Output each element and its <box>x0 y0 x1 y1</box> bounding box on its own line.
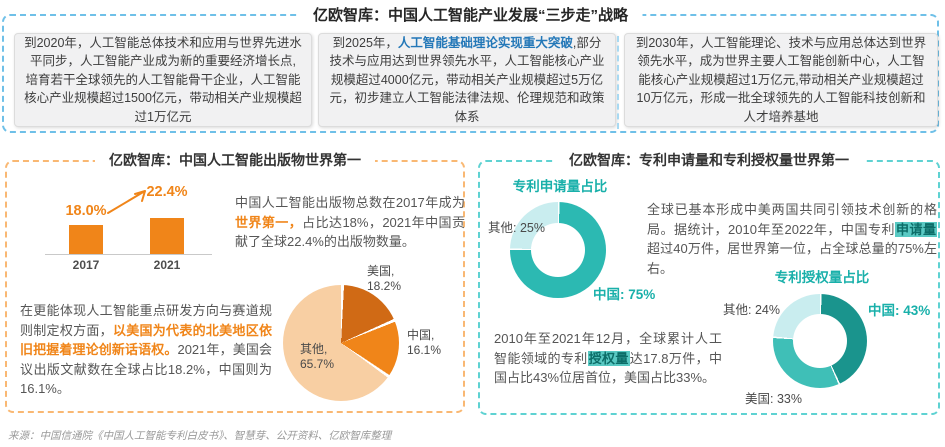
donut-hole <box>793 314 847 368</box>
pie-label-usa: 美国, 18.2% <box>367 264 402 293</box>
donut-hole <box>531 223 585 277</box>
main-title: 亿欧智库：中国人工智能产业发展“三步走”战略 <box>298 4 643 25</box>
grant-label-china: 中国: 43% <box>868 303 931 318</box>
strategy-2025-card: 到2025年，人工智能基础理论实现重大突破,部分技术与应用达到世界领先水平，人工… <box>318 33 616 127</box>
strategy-2030-text: 到2030年，人工智能理论、技术与应用总体达到世界领先水平，成为世界主要人工智能… <box>635 35 927 124</box>
patent-application-donut-title: 专利申请量占比 <box>512 179 608 194</box>
three-step-strategy-panel: 亿欧智库：中国人工智能产业发展“三步走”战略 到2020年，人工智能总体技术和应… <box>2 4 939 133</box>
strategy-2025-text: 到2025年，人工智能基础理论实现重大突破,部分技术与应用达到世界领先水平，人工… <box>329 35 605 124</box>
application-label-china: 中国: 75% <box>593 287 656 302</box>
strategy-2020-text: 到2020年，人工智能总体技术和应用与世界先进水平同步，人工智能产业成为新的重要… <box>24 35 302 124</box>
grant-label-other: 其他: 24% <box>723 303 780 317</box>
bar-2021 <box>150 218 184 254</box>
publications-panel-title: 亿欧智库：中国人工智能出版物世界第一 <box>95 150 375 170</box>
publications-panel: 亿欧智库：中国人工智能出版物世界第一 18.0% 22.4% 2017 2021… <box>5 150 465 413</box>
strategy-2030-card: 到2030年，人工智能理论、技术与应用总体达到世界领先水平，成为世界主要人工智能… <box>624 33 938 127</box>
patent-grant-donut <box>773 294 867 388</box>
patent-application-donut <box>510 202 606 298</box>
bar-2017 <box>69 225 103 254</box>
bar-value-2017: 18.0% <box>65 203 107 219</box>
publications-pie-chart <box>283 285 399 401</box>
source-note: 来源：中国信通院《中国人工智能专利白皮书》、智慧芽、公开资料、亿欧智库整理 <box>8 430 392 442</box>
dashed-divider <box>617 36 619 129</box>
patents-panel-title: 亿欧智库：专利申请量和专利授权量世界第一 <box>555 150 863 170</box>
bar-value-2021: 22.4% <box>146 184 188 200</box>
patents-paragraph-2: 2010年至2021年12月，全球累计人工智能领域的专利授权量达17.8万件，中… <box>494 331 722 385</box>
publications-paragraph-2: 在更能体现人工智能重点研发方向与赛道规则制定权方面，以美国为代表的北美地区依旧把… <box>20 303 272 396</box>
patents-paragraph-1: 全球已基本形成中美两国共同引领技术创新的格局。据统计，2010年至2022年，中… <box>647 202 937 276</box>
patent-grant-donut-title: 专利授权量占比 <box>774 270 870 285</box>
pie-label-other: 其他, 65.7% <box>300 342 335 371</box>
grant-label-usa: 美国: 33% <box>745 392 802 406</box>
growth-arrow-icon <box>107 190 146 214</box>
patents-panel: 亿欧智库：专利申请量和专利授权量世界第一 专利申请量占比 其他: 25% 中国:… <box>478 150 940 415</box>
strategy-2020-card: 到2020年，人工智能总体技术和应用与世界先进水平同步，人工智能产业成为新的重要… <box>14 33 312 127</box>
application-label-other: 其他: 25% <box>488 221 545 235</box>
publications-paragraph-1: 中国人工智能出版物总数在2017年成为世界第一，占比达18%，2021年中国贡献… <box>235 195 465 249</box>
bar-category-2017: 2017 <box>72 258 100 272</box>
bar-category-2021: 2021 <box>153 258 181 272</box>
publications-bar-chart: 2017 2021 <box>45 192 212 272</box>
pie-label-china: 中国, 16.1% <box>407 328 442 357</box>
